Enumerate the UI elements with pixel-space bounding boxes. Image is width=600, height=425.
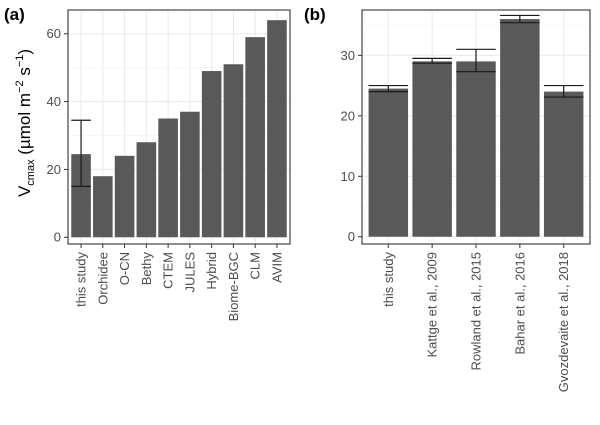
bar-kattge-et-al-2009	[412, 61, 452, 237]
bar-bahar-et-al-2016	[500, 19, 540, 237]
x-tick-label-this-study: this study	[381, 252, 396, 307]
bar-bethy	[136, 142, 157, 238]
x-tick-label-biome-bgc: Biome-BGC	[226, 252, 241, 321]
y-axis-title-unit-mid: s	[15, 67, 34, 80]
bar-this-study	[368, 88, 409, 237]
bar-clm	[245, 37, 265, 238]
x-tick-label-orchidee: Orchidee	[95, 252, 110, 305]
x-tick-label-jules: JULES	[182, 252, 197, 293]
bar-avim	[267, 20, 287, 238]
y-tick-label-b: 0	[348, 229, 355, 244]
y-tick-label-a: 20	[47, 162, 61, 177]
bar-rowland-et-al-2015	[456, 61, 496, 237]
y-axis-title-main: V	[15, 185, 34, 197]
x-tick-label-gvozdevaite-et-al-2018: Gvozdevaite et al., 2018	[556, 252, 571, 392]
panel-b: 0 10 20 30 this study Kattge et al., 2009 Rowl…	[341, 9, 591, 392]
error-bar-bahar-et-al-2016	[500, 14, 540, 24]
bar-ctem	[158, 118, 178, 238]
y-axis-title-close: )	[15, 49, 34, 55]
bar-orchidee	[93, 176, 113, 238]
x-tick-label-this-study: this study	[74, 252, 89, 307]
x-tick-label-bahar-et-al-2016: Bahar et al., 2016	[512, 252, 527, 355]
y-axis-title-subscript: cmax	[25, 159, 37, 186]
panel-b-label: (b)	[304, 5, 326, 24]
bar-hybrid	[201, 71, 222, 238]
y-tick-label-b: 20	[341, 108, 355, 123]
y-tick-label-b: 30	[341, 48, 355, 63]
y-tick-label-a: 0	[54, 230, 61, 245]
x-tick-label-kattge-et-al-2009: Kattge et al., 2009	[425, 252, 440, 358]
error-bar-kattge-et-al-2009	[412, 57, 452, 64]
panel-a-label: (a)	[4, 5, 25, 24]
y-axis-title-exponent-1: −2	[14, 80, 26, 93]
y-tick-label-a: 60	[47, 26, 61, 41]
x-tick-label-ctem: CTEM	[161, 252, 176, 289]
bar-biome-bgc	[223, 64, 244, 238]
x-tick-label-hybrid: Hybrid	[204, 252, 219, 290]
x-tick-label-clm: CLM	[248, 252, 263, 279]
bar-this-study	[71, 154, 91, 238]
error-bar-this-study	[368, 84, 409, 93]
panel-border-a	[67, 9, 291, 245]
error-bar-rowland-et-al-2015	[456, 48, 496, 73]
y-tick-label-a: 40	[47, 94, 61, 109]
x-tick-label-avim: AVIM	[269, 252, 284, 283]
error-bar-gvozdevaite-et-al-2018	[543, 84, 584, 98]
bar-gvozdevaite-et-al-2018	[543, 91, 584, 237]
x-tick-label-bethy: Bethy	[139, 252, 154, 286]
bar-o-cn	[114, 155, 135, 238]
x-tick-label-rowland-et-al-2015: Rowland et al., 2015	[469, 252, 484, 371]
panel-a: 0 20 40 60 this study Orchidee O-CN Bethy CTEM JU…	[47, 9, 291, 321]
y-tick-label-b: 10	[341, 169, 355, 184]
error-bar-this-study	[71, 119, 91, 187]
y-axis-title-unit-open: (µmol m	[15, 93, 34, 159]
bar-jules	[180, 111, 200, 238]
y-axis-title-a: Vcmax (µmol m−2 s−1)	[14, 49, 37, 197]
x-tick-label-o-cn: O-CN	[117, 252, 132, 285]
y-axis-title-exponent-2: −1	[14, 55, 26, 68]
